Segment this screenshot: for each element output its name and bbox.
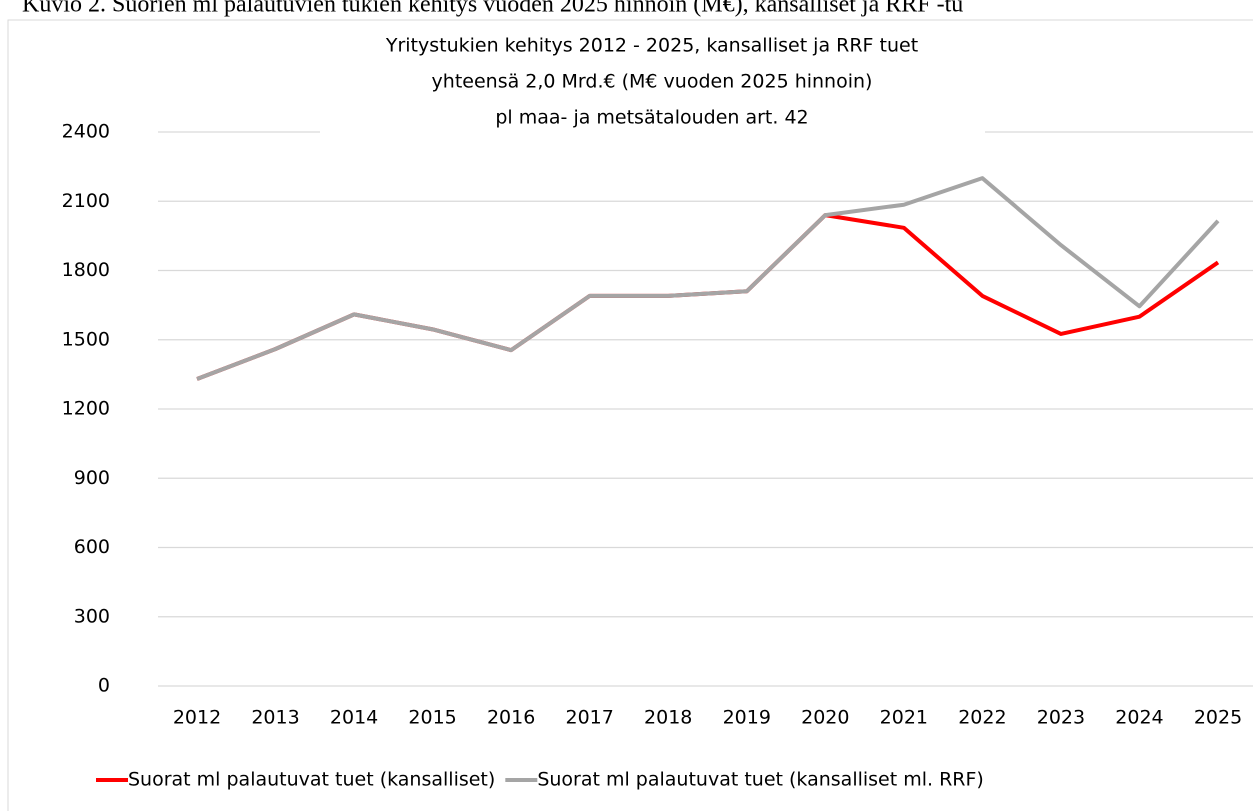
x-tick-label: 2019 (723, 707, 771, 729)
x-tick-label: 2016 (487, 707, 535, 729)
y-tick-label: 1500 (62, 328, 110, 350)
x-tick-label: 2012 (173, 707, 221, 729)
y-tick-label: 1800 (62, 259, 110, 281)
x-tick-label: 2023 (1037, 707, 1085, 729)
caption: Kuvio 2. Suorien ml palautuvien tukien k… (22, 0, 963, 18)
x-tick-label: 2015 (408, 707, 456, 729)
x-tick-label: 2014 (330, 707, 378, 729)
title-background (320, 28, 985, 140)
chart-title: pl maa- ja metsätalouden art. 42 (495, 107, 808, 129)
chart-title: Yritystukien kehitys 2012 - 2025, kansal… (385, 35, 918, 57)
x-tick-label: 2018 (644, 707, 692, 729)
chart-border (7, 19, 1253, 811)
y-tick-label: 300 (74, 605, 110, 627)
x-tick-label: 2025 (1194, 707, 1242, 729)
x-tick-label: 2017 (566, 707, 614, 729)
chart-title: yhteensä 2,0 Mrd.€ (M€ vuoden 2025 hinno… (432, 71, 873, 93)
x-tick-label: 2013 (251, 707, 299, 729)
x-tick-label: 2020 (801, 707, 849, 729)
y-tick-label: 2100 (62, 190, 110, 212)
y-tick-label: 2400 (62, 121, 110, 143)
y-tick-label: 600 (74, 536, 110, 558)
line-series (196, 176, 1220, 381)
x-tick-label: 2024 (1115, 707, 1163, 729)
legend-label: Suorat ml palautuvat tuet (kansalliset m… (537, 769, 984, 791)
y-tick-label: 0 (98, 675, 110, 697)
x-tick-label: 2022 (958, 707, 1006, 729)
y-tick-label: 900 (74, 467, 110, 489)
legend-label: Suorat ml palautuvat tuet (kansalliset) (128, 769, 495, 791)
y-tick-label: 1200 (62, 398, 110, 420)
x-tick-label: 2021 (880, 707, 928, 729)
